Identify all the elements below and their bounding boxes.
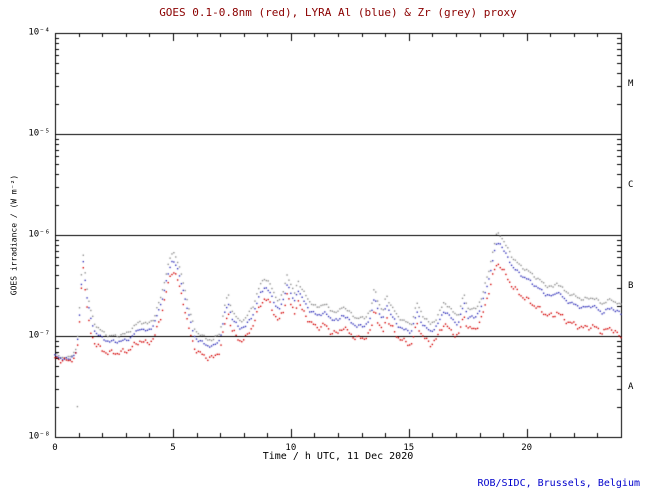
x-axis-label: Time / h UTC, 11 Dec 2020 bbox=[262, 451, 414, 462]
y-tick-label: 10⁻⁸ bbox=[28, 431, 50, 442]
x-tick-label: 5 bbox=[170, 443, 176, 453]
chart-title: GOES 0.1-0.8nm (red), LYRA Al (blue) & Z… bbox=[159, 6, 517, 19]
flare-class-label: M bbox=[628, 78, 634, 89]
y-tick-label: 10⁻⁷ bbox=[28, 330, 50, 341]
x-tick-label: 15 bbox=[403, 443, 415, 453]
x-tick-label: 20 bbox=[521, 443, 533, 453]
x-tick-label: 10 bbox=[285, 443, 297, 453]
y-axis-label: GOES irradiance / (W m⁻²) bbox=[9, 174, 19, 296]
x-tick-label: 0 bbox=[52, 443, 58, 453]
credit-text: ROB/SIDC, Brussels, Belgium bbox=[477, 478, 640, 489]
y-tick-label: 10⁻⁶ bbox=[28, 229, 50, 240]
y-tick-label: 10⁻⁵ bbox=[28, 128, 50, 139]
flare-class-label: A bbox=[628, 381, 634, 392]
flare-class-label: B bbox=[628, 280, 634, 291]
y-tick-label: 10⁻⁴ bbox=[28, 27, 50, 38]
flare-class-label: C bbox=[628, 179, 634, 190]
